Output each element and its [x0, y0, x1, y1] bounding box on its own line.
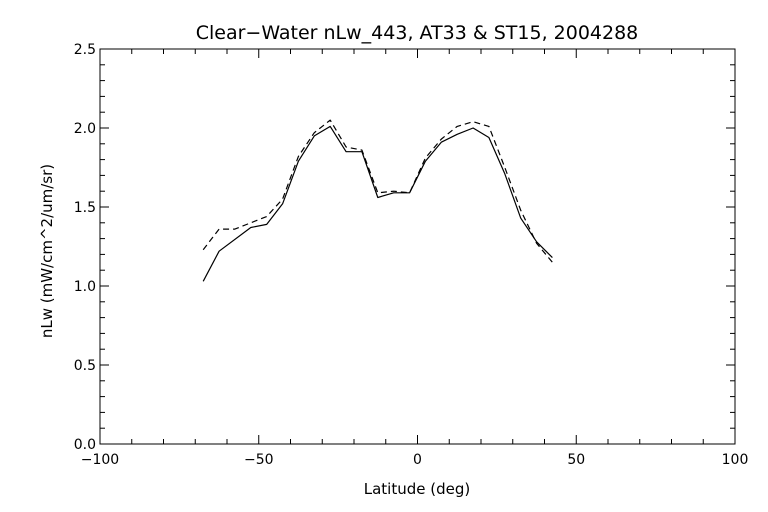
x-tick-label: −50 — [244, 452, 274, 468]
x-tick-label: 50 — [567, 452, 585, 468]
y-tick-label: 1.0 — [74, 279, 96, 295]
y-axis-title: nLw (mW/cm^2/um/sr) — [38, 164, 56, 338]
data-series — [202, 119, 553, 282]
y-tick-label: 2.0 — [74, 121, 96, 137]
chart-title: Clear−Water nLw_443, AT33 & ST15, 200428… — [196, 22, 639, 44]
x-tick-label: 0 — [413, 452, 422, 468]
x-tick-label: −100 — [81, 452, 119, 468]
plot-frame — [99, 48, 736, 445]
series-line-solid — [202, 125, 553, 282]
axis-ticks — [99, 48, 736, 445]
y-tick-label: 0.0 — [74, 437, 96, 453]
y-tick-label: 2.5 — [74, 42, 96, 58]
y-tick-label: 1.5 — [74, 200, 96, 216]
x-tick-label: 100 — [722, 452, 749, 468]
series-line-dashed — [202, 119, 553, 263]
axis-tick-labels: −100 −50 0 50 100 0.0 0.5 1.0 1.5 2.0 2.5 — [74, 42, 749, 468]
y-tick-label: 0.5 — [74, 358, 96, 374]
x-axis-title: Latitude (deg) — [364, 480, 470, 498]
